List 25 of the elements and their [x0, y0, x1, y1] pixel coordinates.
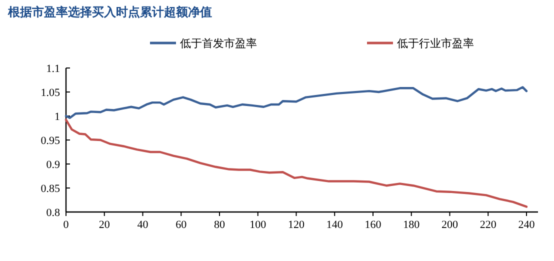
- x-tick-label: 60: [176, 219, 188, 231]
- x-tick-label: 220: [480, 219, 497, 231]
- y-tick-label: 1: [54, 111, 60, 123]
- x-tick-label: 80: [214, 219, 226, 231]
- legend-label: 低于行业市盈率: [397, 37, 474, 50]
- y-tick-label: 0.9: [46, 159, 60, 171]
- x-tick-label: 20: [98, 219, 110, 231]
- y-tick-label: 0.85: [40, 183, 60, 195]
- x-tick-label: 240: [518, 219, 536, 231]
- x-tick-label: 40: [137, 219, 149, 231]
- chart-title: 根据市盈率选择买入时点累计超额净值: [7, 5, 212, 19]
- y-tick-label: 0.95: [40, 135, 60, 147]
- y-tick-label: 1.1: [46, 63, 60, 75]
- line-series: [64, 86, 528, 120]
- x-tick-label: 160: [364, 219, 382, 231]
- x-tick-label: 180: [403, 219, 420, 231]
- x-tick-label: 100: [250, 219, 267, 231]
- x-tick-label: 200: [441, 219, 458, 231]
- x-tick-label: 120: [288, 219, 305, 231]
- line-series: [64, 118, 528, 208]
- legend-label: 低于首发市盈率: [180, 37, 257, 50]
- y-tick-label: 0.8: [46, 207, 60, 219]
- x-tick-label: 140: [326, 219, 344, 231]
- y-tick-label: 1.05: [40, 87, 60, 99]
- x-tick-label: 0: [63, 219, 70, 231]
